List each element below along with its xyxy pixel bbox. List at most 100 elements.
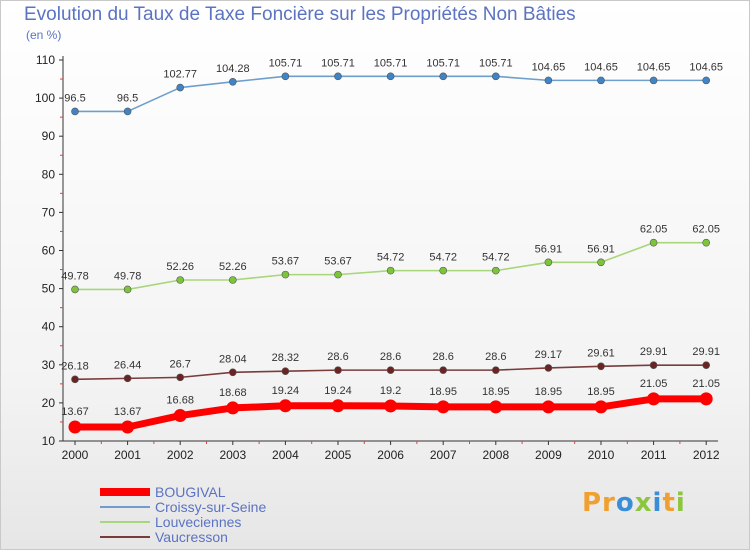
- data-label: 19.2: [380, 385, 401, 397]
- y-tick-label: 80: [42, 167, 56, 181]
- data-label: 105.71: [426, 57, 460, 69]
- data-point: [176, 83, 184, 92]
- series-line: [75, 75, 707, 113]
- x-tick-label: 2005: [325, 448, 352, 462]
- data-point: [491, 72, 500, 81]
- data-label: 28.6: [380, 351, 401, 363]
- data-point: [334, 366, 342, 374]
- data-label: 53.67: [324, 256, 352, 268]
- x-tick-label: 2001: [114, 448, 141, 462]
- data-label: 105.71: [269, 57, 303, 69]
- data-label: 26.18: [61, 360, 89, 372]
- data-point: [229, 276, 237, 284]
- data-label: 28.6: [485, 351, 506, 363]
- data-point: [647, 392, 661, 406]
- data-point: [597, 76, 605, 85]
- data-label: 104.65: [637, 61, 671, 73]
- data-point: [439, 266, 448, 275]
- x-tick-label: 2007: [430, 448, 457, 462]
- data-label: 21.05: [692, 378, 720, 390]
- y-tick-label: 90: [42, 129, 56, 143]
- data-point: [597, 362, 605, 371]
- data-point: [702, 76, 711, 85]
- data-label: 21.05: [640, 378, 668, 390]
- data-label: 26.7: [169, 358, 190, 370]
- data-point: [226, 401, 240, 415]
- data-label: 18.95: [535, 386, 563, 398]
- proxiti-logo: Proxiti: [582, 488, 686, 518]
- data-label: 54.72: [429, 252, 457, 264]
- y-tick-label: 40: [42, 320, 56, 334]
- data-point: [702, 238, 711, 247]
- data-point: [121, 420, 135, 434]
- series-croissy-sur-seine: 96.5 96.5 102.77 104.28 105.71 105.71 105.71 10…: [64, 57, 723, 116]
- data-label: 49.78: [114, 270, 142, 282]
- data-point: [699, 392, 713, 406]
- data-point: [489, 400, 503, 414]
- x-tick-label: 2008: [482, 448, 509, 462]
- data-point: [649, 361, 658, 369]
- data-label: 105.71: [321, 57, 355, 69]
- series-louveciennes: 49.78 49.78 52.26 52.26 53.67 53.67 54.72 54.72…: [61, 224, 720, 294]
- data-point: [386, 366, 395, 374]
- data-label: 28.32: [272, 352, 300, 364]
- data-label: 105.71: [479, 57, 513, 69]
- data-label: 29.17: [535, 349, 563, 361]
- data-label: 13.67: [61, 406, 89, 418]
- x-tick-label: 2009: [535, 448, 562, 462]
- x-tick-label: 2000: [62, 448, 89, 462]
- data-label: 29.91: [692, 346, 720, 358]
- series-bougival: 13.67 13.67 16.68 18.68 19.24 19.24 19.2 18.95 1…: [61, 378, 720, 434]
- x-tick-label: 2012: [693, 448, 720, 462]
- data-point: [544, 258, 553, 267]
- x-tick-label: 2002: [167, 448, 194, 462]
- data-point: [594, 400, 608, 414]
- data-point: [541, 400, 555, 414]
- x-tick-label: 2003: [219, 448, 246, 462]
- data-label: 13.67: [114, 406, 142, 418]
- data-label: 52.26: [219, 261, 247, 273]
- legend-label: Louveciennes: [155, 514, 241, 530]
- data-point: [229, 77, 237, 86]
- data-label: 53.67: [272, 256, 300, 268]
- y-tick-label: 60: [42, 244, 56, 258]
- y-tick-label: 10: [42, 434, 56, 448]
- data-label: 18.95: [482, 386, 510, 398]
- data-point: [702, 361, 711, 369]
- data-point: [436, 400, 450, 414]
- data-label: 62.05: [640, 224, 668, 236]
- legend-label: BOUGIVAL: [155, 484, 226, 500]
- data-label: 28.6: [327, 351, 348, 363]
- data-point: [597, 258, 605, 267]
- data-point: [439, 366, 448, 374]
- y-tick-label: 70: [42, 205, 56, 219]
- data-label: 104.65: [532, 61, 566, 73]
- data-label: 104.28: [216, 63, 250, 75]
- series-layer: 96.5 96.5 102.77 104.28 105.71 105.71 105.71 10…: [61, 57, 723, 434]
- data-label: 29.61: [587, 347, 615, 359]
- data-label: 105.71: [374, 57, 408, 69]
- data-label: 19.24: [324, 385, 352, 397]
- y-tick-label: 110: [36, 53, 55, 67]
- chart-axes: 10 20 30 40 50 60 70 80 90 100 110 2000 2001 2002 2003…: [35, 53, 720, 462]
- data-label: 62.05: [692, 224, 720, 236]
- data-label: 102.77: [163, 69, 197, 81]
- data-point: [71, 107, 79, 116]
- data-label: 96.5: [117, 92, 138, 104]
- data-point: [68, 420, 82, 434]
- data-label: 29.91: [640, 346, 668, 358]
- y-tick-label: 30: [42, 358, 56, 372]
- data-point: [491, 366, 500, 374]
- series-vaucresson: 26.18 26.44 26.7 28.04 28.32 28.6 28.6 28.6 28.6…: [61, 346, 720, 384]
- data-label: 52.26: [166, 261, 194, 273]
- x-tick-label: 2010: [588, 448, 615, 462]
- data-point: [176, 373, 184, 382]
- data-point: [386, 266, 395, 275]
- chart-unit-label: (en %): [26, 28, 62, 42]
- data-point: [384, 399, 398, 413]
- x-tick-label: 2011: [641, 448, 667, 462]
- data-point: [281, 270, 290, 279]
- data-label: 28.04: [219, 353, 247, 365]
